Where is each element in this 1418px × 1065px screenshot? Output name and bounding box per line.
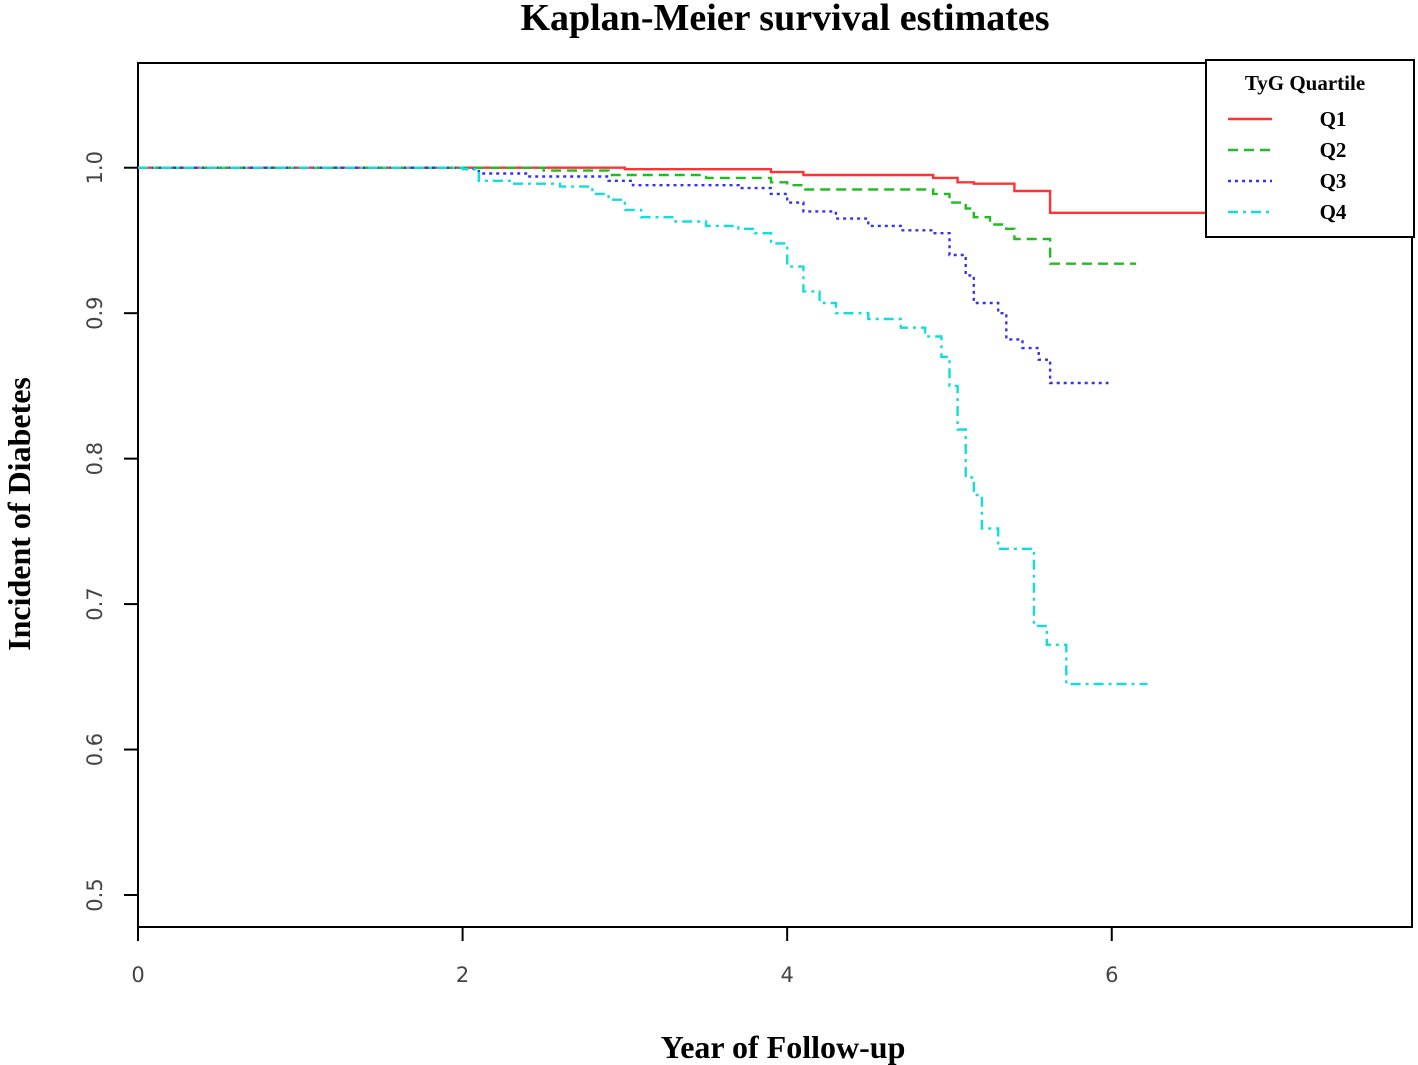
- legend-box: [1205, 59, 1415, 238]
- legend-title: TyG Quartile: [1245, 71, 1365, 95]
- x-tick-label: 0: [131, 963, 144, 987]
- x-tick-label: 2: [456, 963, 469, 987]
- y-tick-label: 0.6: [83, 733, 107, 766]
- legend-label-q3: Q3: [1320, 169, 1347, 193]
- legend: TyG Quartile Q1 Q2 Q3 Q4: [1205, 59, 1415, 238]
- x-tick-label: 4: [780, 963, 793, 987]
- y-tick-label: 0.8: [83, 442, 107, 475]
- series-line-q3: [138, 166, 1109, 385]
- chart-title: Kaplan-Meier survival estimates: [520, 0, 1049, 39]
- legend-label-q4: Q4: [1320, 200, 1347, 224]
- series-line-q4: [138, 166, 1148, 686]
- series-line-q1: [138, 166, 1414, 238]
- legend-label-q2: Q2: [1320, 138, 1347, 162]
- series-line-q2: [138, 166, 1137, 265]
- y-axis: 0.5 0.6 0.7 0.8 0.9 1.0: [83, 151, 138, 912]
- y-tick-label: 1.0: [83, 151, 107, 184]
- legend-items: Q1 Q2 Q3 Q4: [1228, 107, 1347, 224]
- y-tick-label: 0.9: [83, 296, 107, 329]
- x-tick-label: 6: [1105, 963, 1118, 987]
- series-layer: [138, 166, 1414, 686]
- x-axis: 0 2 4 6: [131, 927, 1118, 987]
- x-axis-label: Year of Follow-up: [661, 1029, 906, 1065]
- plot-frame: [137, 62, 1413, 928]
- y-axis-label: Incident of Diabetes: [1, 377, 37, 651]
- y-tick-label: 0.5: [83, 878, 107, 911]
- y-tick-label: 0.7: [83, 587, 107, 620]
- legend-label-q1: Q1: [1320, 107, 1347, 131]
